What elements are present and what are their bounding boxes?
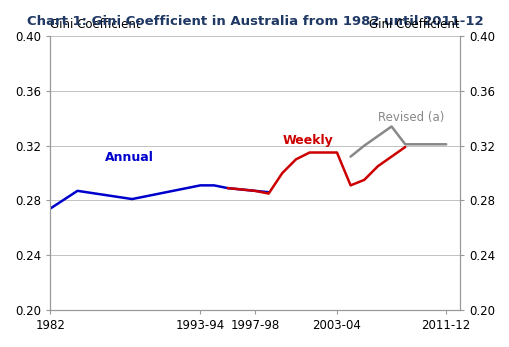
Text: Annual: Annual (104, 151, 153, 164)
Text: Revised (a): Revised (a) (377, 111, 443, 124)
Text: Gini Coefficient: Gini Coefficient (50, 18, 140, 31)
Text: Gini Coefficient: Gini Coefficient (369, 18, 459, 31)
Title: Chart 1: Gini Coefficient in Australia from 1982 until 2011-12: Chart 1: Gini Coefficient in Australia f… (26, 15, 483, 28)
Text: Weekly: Weekly (282, 134, 332, 147)
